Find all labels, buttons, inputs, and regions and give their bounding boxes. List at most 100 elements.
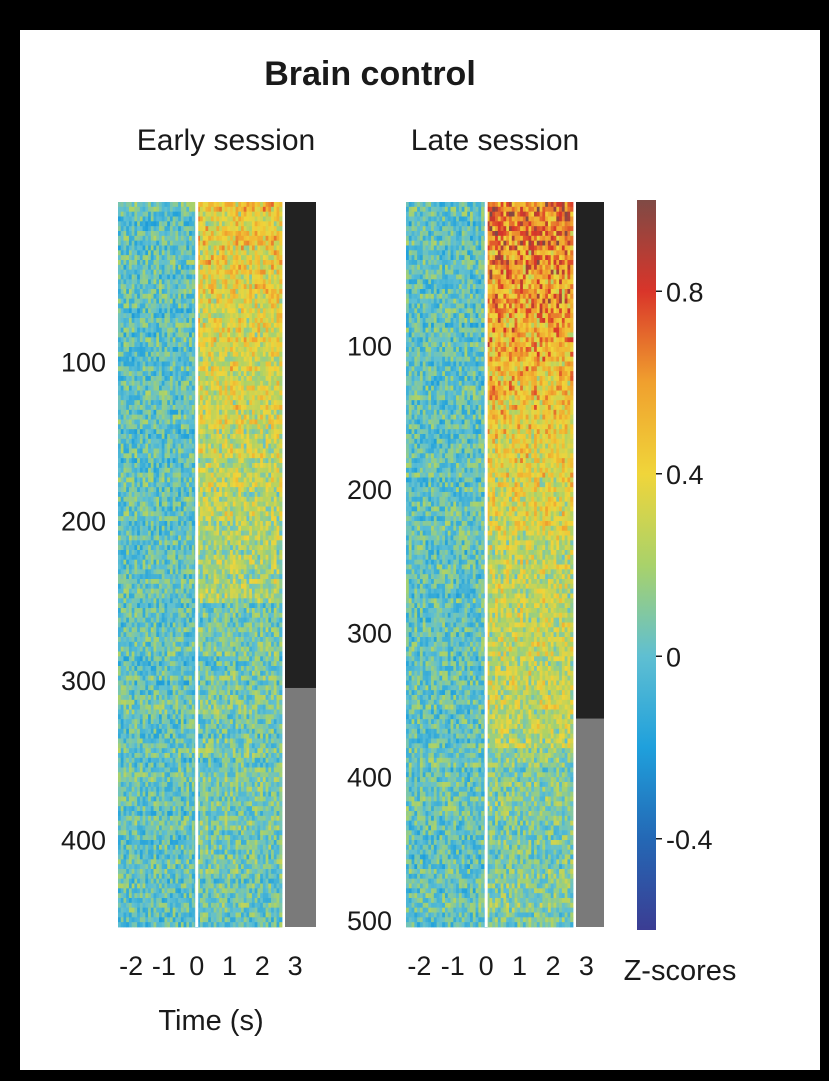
heatmap-cell bbox=[216, 241, 219, 246]
heatmap-cell bbox=[249, 226, 252, 231]
heatmap-cell bbox=[246, 400, 249, 405]
heatmap-cell bbox=[129, 449, 132, 454]
heatmap-cell bbox=[274, 323, 277, 328]
heatmap-cell bbox=[238, 260, 241, 265]
heatmap-cell bbox=[233, 371, 236, 376]
heatmap-cell bbox=[118, 444, 121, 449]
heatmap-cell bbox=[173, 328, 176, 333]
heatmap-cell bbox=[178, 400, 181, 405]
heatmap-cell bbox=[137, 381, 140, 386]
heatmap-cell bbox=[266, 386, 269, 391]
heatmap-cell bbox=[266, 289, 269, 294]
heatmap-cell bbox=[279, 420, 282, 425]
heatmap-cell bbox=[266, 323, 269, 328]
heatmap-cell bbox=[255, 313, 258, 318]
heatmap-cell bbox=[186, 328, 189, 333]
heatmap-cell bbox=[118, 231, 121, 236]
heatmap-cell bbox=[233, 255, 236, 260]
heatmap-cell bbox=[227, 444, 230, 449]
heatmap-cell bbox=[123, 328, 126, 333]
heatmap-cell bbox=[140, 352, 143, 357]
heatmap-cell bbox=[260, 284, 263, 289]
heatmap-cell bbox=[181, 400, 184, 405]
heatmap-cell bbox=[173, 376, 176, 381]
heatmap-cell bbox=[216, 279, 219, 284]
heatmap-cell bbox=[211, 255, 214, 260]
heatmap-cell bbox=[132, 362, 135, 367]
heatmap-cell bbox=[181, 304, 184, 309]
heatmap-cell bbox=[244, 381, 247, 386]
heatmap-cell bbox=[274, 420, 277, 425]
heatmap-cell bbox=[192, 279, 195, 284]
heatmap-cell bbox=[263, 371, 266, 376]
heatmap-cell bbox=[277, 250, 280, 255]
heatmap-cell bbox=[244, 289, 247, 294]
heatmap-cell bbox=[255, 275, 258, 280]
heatmap-cell bbox=[151, 226, 154, 231]
heatmap-cell bbox=[129, 304, 132, 309]
heatmap-cell bbox=[211, 381, 214, 386]
heatmap-cell bbox=[246, 299, 249, 304]
heatmap-cell bbox=[121, 376, 124, 381]
heatmap-cell bbox=[140, 284, 143, 289]
heatmap-cell bbox=[211, 260, 214, 265]
heatmap-cell bbox=[118, 429, 121, 434]
heatmap-cell bbox=[279, 400, 282, 405]
heatmap-cell bbox=[227, 260, 230, 265]
heatmap-cell bbox=[140, 366, 143, 371]
heatmap-cell bbox=[200, 328, 203, 333]
heatmap-cell bbox=[274, 434, 277, 439]
heatmap-cell bbox=[164, 376, 167, 381]
heatmap-cell bbox=[225, 255, 228, 260]
heatmap-cell bbox=[271, 405, 274, 410]
heatmap-cell bbox=[132, 400, 135, 405]
heatmap-cell bbox=[145, 265, 148, 270]
heatmap-cell bbox=[148, 270, 151, 275]
heatmap-cell bbox=[137, 376, 140, 381]
heatmap-cell bbox=[225, 318, 228, 323]
heatmap-cell bbox=[159, 265, 162, 270]
heatmap-cell bbox=[238, 202, 241, 207]
heatmap-cell bbox=[241, 212, 244, 217]
heatmap-cell bbox=[175, 217, 178, 222]
heatmap-cell bbox=[126, 255, 129, 260]
heatmap-cell bbox=[230, 337, 233, 342]
heatmap-cell bbox=[123, 444, 126, 449]
heatmap-cell bbox=[162, 333, 165, 338]
heatmap-cell bbox=[211, 444, 214, 449]
heatmap-cell bbox=[260, 207, 263, 212]
heatmap-cell bbox=[208, 260, 211, 265]
heatmap-cell bbox=[219, 333, 222, 338]
heatmap-cell bbox=[200, 362, 203, 367]
heatmap-cell bbox=[200, 342, 203, 347]
heatmap-cell bbox=[205, 284, 208, 289]
heatmap-cell bbox=[184, 405, 187, 410]
heatmap-cell bbox=[230, 439, 233, 444]
heatmap-cell bbox=[255, 391, 258, 396]
heatmap-cell bbox=[143, 299, 146, 304]
heatmap-cell bbox=[271, 400, 274, 405]
heatmap-cell bbox=[225, 275, 228, 280]
heatmap-cell bbox=[271, 265, 274, 270]
heatmap-cell bbox=[216, 381, 219, 386]
heatmap-cell bbox=[277, 313, 280, 318]
heatmap-cell bbox=[145, 207, 148, 212]
heatmap-cell bbox=[175, 236, 178, 241]
heatmap-cell bbox=[173, 371, 176, 376]
heatmap-cell bbox=[238, 270, 241, 275]
heatmap-cell bbox=[154, 221, 157, 226]
heatmap-cell bbox=[260, 371, 263, 376]
heatmap-cell bbox=[159, 318, 162, 323]
heatmap-cell bbox=[227, 424, 230, 429]
heatmap-cell bbox=[167, 405, 170, 410]
heatmap-cell bbox=[208, 362, 211, 367]
heatmap-cell bbox=[175, 429, 178, 434]
heatmap-cell bbox=[238, 221, 241, 226]
heatmap-cell bbox=[238, 333, 241, 338]
heatmap-cell bbox=[233, 405, 236, 410]
heatmap-cell bbox=[162, 284, 165, 289]
heatmap-cell bbox=[175, 207, 178, 212]
heatmap-cell bbox=[225, 231, 228, 236]
heatmap-cell bbox=[279, 347, 282, 352]
heatmap-cell bbox=[121, 304, 124, 309]
